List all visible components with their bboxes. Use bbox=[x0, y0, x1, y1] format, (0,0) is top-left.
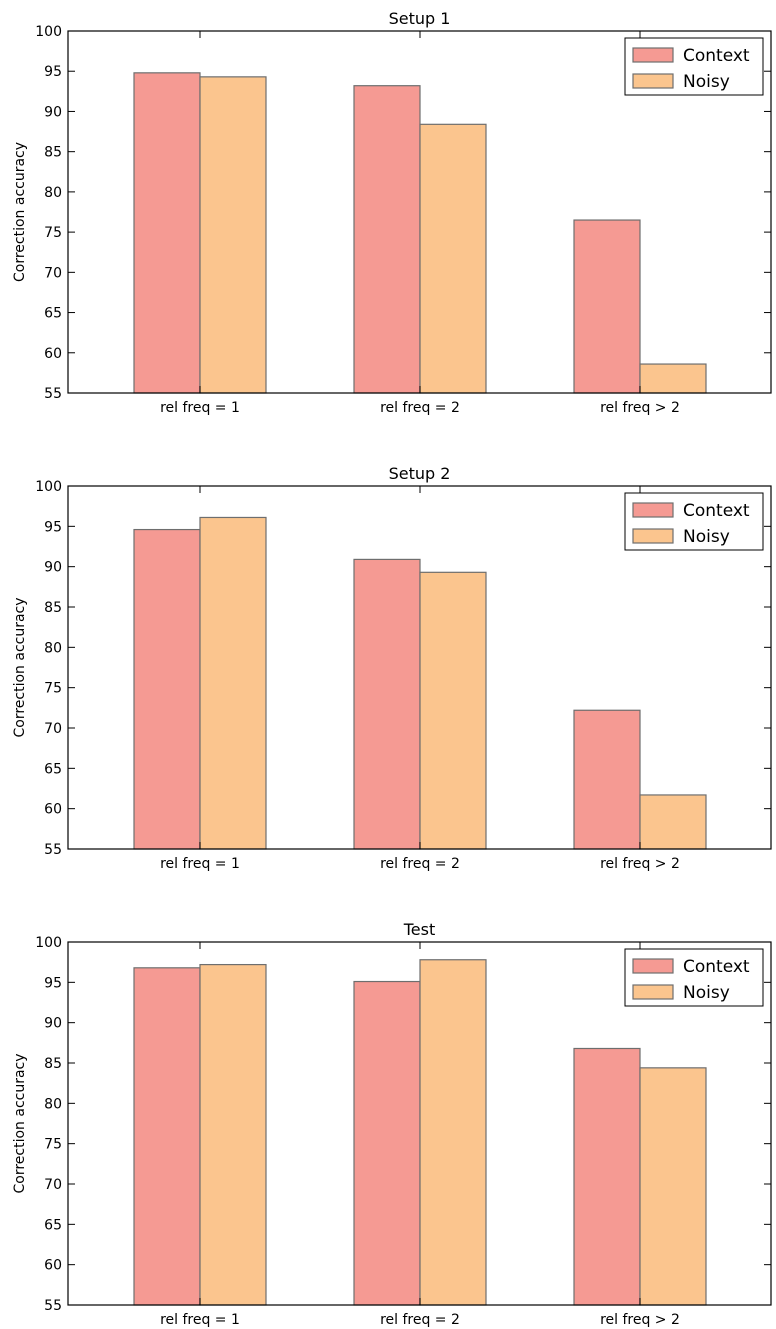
legend-label-noisy: Noisy bbox=[683, 983, 730, 1003]
bar-context-3 bbox=[573, 219, 641, 394]
bar-context-1 bbox=[133, 967, 201, 1306]
x-tick-label: rel freq > 2 bbox=[600, 856, 680, 872]
x-tick-label: rel freq = 1 bbox=[160, 856, 240, 872]
bar-context-2 bbox=[353, 980, 421, 1306]
y-tick-label: 80 bbox=[44, 1096, 62, 1112]
y-tick-label: 85 bbox=[44, 145, 62, 161]
legend-swatch-noisy bbox=[632, 73, 674, 89]
bar-context-1 bbox=[133, 72, 201, 394]
y-tick-label: 60 bbox=[44, 802, 62, 818]
y-tick-label: 90 bbox=[44, 1016, 62, 1032]
x-tick-label: rel freq = 2 bbox=[380, 400, 460, 416]
y-tick-label: 60 bbox=[44, 1258, 62, 1274]
y-tick-label: 70 bbox=[44, 1177, 62, 1193]
chart-title: Test bbox=[403, 920, 436, 939]
bar-context-1 bbox=[133, 528, 201, 850]
y-tick-label: 75 bbox=[44, 681, 62, 697]
y-tick-label: 75 bbox=[44, 225, 62, 241]
y-tick-label: 65 bbox=[44, 1217, 62, 1233]
y-tick-label: 85 bbox=[44, 1056, 62, 1072]
legend-label-context: Context bbox=[683, 957, 750, 977]
legend-label-noisy: Noisy bbox=[683, 72, 730, 92]
x-tick-label: rel freq = 2 bbox=[380, 856, 460, 872]
y-tick-label: 95 bbox=[44, 64, 62, 80]
y-tick-label: 95 bbox=[44, 519, 62, 535]
bar-noisy-1 bbox=[199, 76, 267, 394]
y-tick-label: 65 bbox=[44, 306, 62, 322]
x-tick-label: rel freq > 2 bbox=[600, 1312, 680, 1328]
y-tick-label: 55 bbox=[44, 842, 62, 858]
x-tick-label: rel freq = 1 bbox=[160, 1312, 240, 1328]
chart-panel-1: Setup 1 Correction accuracy 55 60 65 70 75 80 85… bbox=[12, 9, 772, 416]
y-tick-label: 95 bbox=[44, 975, 62, 991]
bar-context-2 bbox=[353, 85, 421, 394]
chart-panel-2: Setup 2 Correction accuracy 55 60 65 70 75 80 85… bbox=[12, 464, 772, 872]
legend-swatch-context bbox=[632, 958, 674, 974]
chart-title: Setup 2 bbox=[389, 464, 451, 483]
y-tick-label: 80 bbox=[44, 640, 62, 656]
bar-context-2 bbox=[353, 558, 421, 850]
chart-title: Setup 1 bbox=[389, 9, 451, 28]
y-tick-label: 60 bbox=[44, 346, 62, 362]
legend-label-noisy: Noisy bbox=[683, 527, 730, 547]
y-tick-label: 70 bbox=[44, 721, 62, 737]
bar-noisy-3 bbox=[639, 794, 707, 850]
bar-noisy-2 bbox=[419, 571, 487, 850]
bar-context-3 bbox=[573, 1047, 641, 1306]
bar-noisy-2 bbox=[419, 123, 487, 394]
y-tick-label: 100 bbox=[35, 24, 62, 40]
y-tick-label: 100 bbox=[35, 479, 62, 495]
y-tick-label: 70 bbox=[44, 265, 62, 281]
y-axis-label: Correction accuracy bbox=[12, 142, 28, 282]
legend-swatch-context bbox=[632, 502, 674, 518]
y-tick-label: 100 bbox=[35, 935, 62, 951]
y-tick-label: 55 bbox=[44, 386, 62, 402]
y-tick-label: 80 bbox=[44, 185, 62, 201]
x-tick-label: rel freq > 2 bbox=[600, 400, 680, 416]
legend-label-context: Context bbox=[683, 46, 750, 66]
legend: Context Noisy bbox=[624, 37, 764, 96]
y-tick-label: 75 bbox=[44, 1137, 62, 1153]
bar-noisy-2 bbox=[419, 959, 487, 1306]
legend-label-context: Context bbox=[683, 501, 750, 521]
bar-noisy-1 bbox=[199, 963, 267, 1306]
y-axis-label: Correction accuracy bbox=[12, 1053, 28, 1193]
y-tick-label: 65 bbox=[44, 761, 62, 777]
y-tick-label: 90 bbox=[44, 560, 62, 576]
legend: Context Noisy bbox=[624, 492, 764, 551]
bar-context-3 bbox=[573, 709, 641, 850]
x-tick-label: rel freq = 2 bbox=[380, 1312, 460, 1328]
chart-panel-3: Test Correction accuracy 55 60 65 70 75 80 85 90 9… bbox=[12, 920, 772, 1328]
x-tick-label: rel freq = 1 bbox=[160, 400, 240, 416]
legend: Context Noisy bbox=[624, 948, 764, 1007]
legend-swatch-context bbox=[632, 47, 674, 63]
bar-noisy-3 bbox=[639, 1067, 707, 1306]
legend-swatch-noisy bbox=[632, 528, 674, 544]
y-tick-label: 85 bbox=[44, 600, 62, 616]
legend-swatch-noisy bbox=[632, 984, 674, 1000]
y-tick-label: 55 bbox=[44, 1298, 62, 1314]
y-tick-label: 90 bbox=[44, 104, 62, 120]
bar-noisy-3 bbox=[639, 363, 707, 394]
y-axis-label: Correction accuracy bbox=[12, 597, 28, 737]
bar-noisy-1 bbox=[199, 516, 267, 850]
